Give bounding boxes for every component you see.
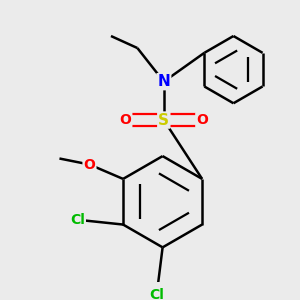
Text: O: O xyxy=(119,113,131,127)
Text: O: O xyxy=(83,158,95,172)
Text: N: N xyxy=(158,74,170,89)
Text: Cl: Cl xyxy=(70,213,85,227)
Text: O: O xyxy=(196,113,208,127)
Text: S: S xyxy=(158,112,169,128)
Text: Cl: Cl xyxy=(149,288,164,300)
